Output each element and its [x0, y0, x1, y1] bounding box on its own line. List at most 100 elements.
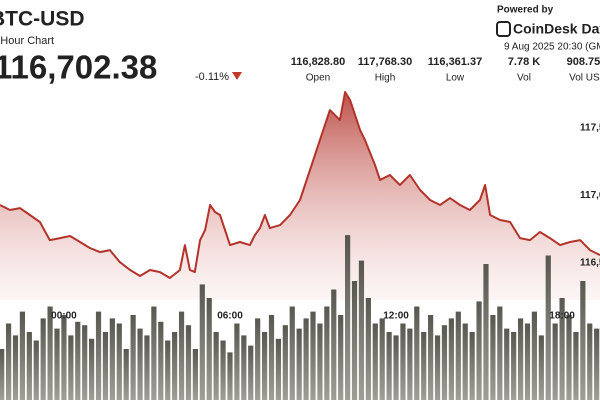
volume-bar — [275, 338, 282, 400]
volume-bar — [587, 323, 593, 400]
volume-bar — [338, 315, 344, 400]
volume-bar — [428, 315, 434, 400]
volume-bar — [566, 315, 572, 400]
volume-bar — [123, 349, 129, 400]
price-line — [0, 91, 600, 279]
volume-bar — [400, 323, 406, 400]
volume-bar — [517, 318, 524, 400]
volume-bar — [5, 323, 12, 400]
stat-value: 116,828.80 — [291, 56, 345, 68]
stat-value: 7.78 K — [508, 56, 540, 68]
volume-bar — [26, 332, 32, 400]
volume-bar — [310, 311, 316, 400]
volume-bar — [116, 323, 122, 400]
x-tick-label: 00:00 — [51, 311, 77, 322]
stat-value: 908.75M — [567, 56, 600, 68]
volume-bar — [261, 332, 268, 400]
volume-bar — [324, 306, 330, 400]
volume-bar — [365, 298, 371, 400]
volume-bar — [137, 328, 143, 400]
stat-label: Low — [446, 73, 465, 84]
volume-bar — [33, 340, 39, 400]
stat-value: 116,361.37 — [428, 56, 482, 68]
y-tick-label: 116,500 — [580, 258, 600, 269]
volume-bar — [54, 328, 60, 400]
volume-bar — [552, 323, 558, 400]
volume-bar — [68, 335, 74, 400]
volume-bar — [268, 315, 275, 400]
volume-bar — [248, 345, 254, 400]
volume-bar — [61, 315, 67, 400]
volume-bar — [497, 306, 503, 400]
plot-area: 116,500 117,000 117,500 00:00 06:00 12:00 18:0… — [0, 91, 600, 400]
volume-bar — [227, 352, 233, 400]
volume-bar — [594, 328, 600, 400]
y-tick-label: 117,000 — [580, 190, 600, 201]
volume-bar — [199, 284, 205, 400]
volume-bar — [331, 289, 337, 400]
brand: CoinDesk Data — [513, 21, 600, 37]
volume-bar — [490, 315, 496, 400]
volume-bar — [504, 328, 510, 400]
volume-bar — [172, 332, 178, 400]
volume-bar — [95, 311, 102, 400]
volume-bar — [455, 311, 461, 400]
x-tick-label: 12:00 — [383, 311, 409, 322]
volume-bar — [241, 335, 247, 400]
symbol: BTC-USD — [0, 8, 85, 31]
volume-bar — [559, 298, 565, 400]
volume-bar — [358, 260, 365, 400]
volume-bar — [282, 325, 288, 400]
volume-bar — [421, 332, 427, 400]
volume-bar — [255, 318, 261, 400]
volume-bar — [109, 318, 115, 400]
volume-bar — [511, 332, 517, 400]
volume-bar — [379, 318, 385, 400]
volume-bar — [289, 306, 295, 400]
volume-bar — [372, 323, 378, 400]
volume-bar — [476, 301, 482, 400]
volume-bar — [220, 340, 226, 400]
price-area — [0, 92, 600, 300]
volume-bar — [206, 298, 212, 400]
volume-bar — [130, 315, 136, 400]
stat-label: High — [375, 73, 396, 84]
volume-bar — [89, 338, 95, 400]
volume-bar — [407, 328, 413, 400]
volume-bar — [524, 323, 531, 400]
price: 116,702.38 — [0, 49, 157, 86]
volume-bar — [47, 306, 53, 400]
volume-bar — [580, 281, 586, 400]
timestamp: 9 Aug 2025 20:30 (GMT) — [504, 42, 600, 53]
volume-bar — [234, 323, 240, 400]
volume-bar — [573, 332, 579, 400]
stat-label: Open — [306, 73, 330, 84]
volume-bar — [19, 311, 26, 400]
y-tick-label: 117,500 — [580, 123, 600, 134]
stat-value: 117,768.30 — [358, 56, 412, 68]
volume-bar — [178, 311, 185, 400]
down-arrow — [232, 72, 242, 80]
stat-label: Vol — [517, 73, 531, 84]
volume-bar — [0, 349, 5, 400]
volume-bar — [303, 318, 309, 400]
volume-bar — [434, 335, 441, 400]
volume-bar — [296, 328, 302, 400]
volume-bar — [82, 325, 88, 400]
volume-bar — [483, 264, 489, 400]
volume-bar — [462, 323, 468, 400]
stat-label: Vol USD — [569, 73, 600, 84]
x-tick-label: 18:00 — [549, 311, 575, 322]
volume-bar — [414, 306, 420, 400]
volume-bar — [158, 321, 164, 400]
volume-bar — [75, 321, 81, 400]
volume-bar — [102, 332, 109, 400]
volume-bar — [441, 325, 448, 400]
volume-bar — [351, 281, 358, 400]
subtitle: 24 Hour Chart — [0, 35, 54, 47]
volume-bar — [151, 306, 157, 400]
powered-by: Powered by — [497, 5, 554, 16]
change: -0.11% — [195, 71, 229, 83]
volume-bar — [393, 335, 399, 400]
